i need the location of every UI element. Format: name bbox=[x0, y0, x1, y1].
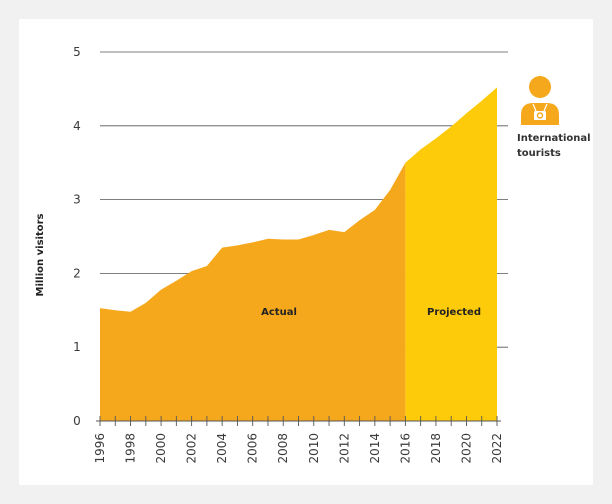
area-chart: 0 1 2 3 4 5 1996 1998 2000 2002 2004 2006 2008 2010 2… bbox=[35, 45, 591, 464]
chart-card: 0 1 2 3 4 5 1996 1998 2000 2002 2004 2006 2008 2010 2… bbox=[19, 19, 593, 485]
x-tick-label: 2012 bbox=[337, 433, 351, 464]
y-tick-label: 0 bbox=[73, 414, 81, 428]
x-tick-label: 2008 bbox=[276, 433, 290, 464]
x-tick-label: 2002 bbox=[185, 433, 199, 464]
legend-label-line-2: tourists bbox=[517, 148, 561, 159]
y-tick-label: 2 bbox=[73, 266, 81, 280]
y-axis-label: Million visitors bbox=[35, 213, 46, 296]
y-tick-label: 3 bbox=[73, 193, 81, 207]
x-tick-label: 2022 bbox=[490, 433, 504, 464]
y-axis: 0 1 2 3 4 5 bbox=[73, 45, 81, 428]
legend: International tourists bbox=[517, 76, 591, 159]
x-tick-labels: 1996 1998 2000 2002 2004 2006 2008 2010 2012 2014… bbox=[93, 433, 504, 464]
legend-label-line-1: International bbox=[517, 133, 591, 144]
x-tick-label: 2016 bbox=[398, 433, 412, 464]
x-tick-label: 2010 bbox=[307, 433, 321, 464]
tourist-with-camera-icon bbox=[521, 76, 559, 125]
x-tick-label: 2020 bbox=[459, 433, 473, 464]
area-label-actual: Actual bbox=[261, 307, 297, 318]
y-tick-label: 5 bbox=[73, 45, 81, 59]
x-tick-label: 2000 bbox=[154, 433, 168, 464]
x-tick-label: 2006 bbox=[246, 433, 260, 464]
x-tick-label: 1996 bbox=[93, 433, 107, 464]
x-axis bbox=[96, 416, 501, 426]
x-tick-label: 2014 bbox=[368, 433, 382, 464]
area-label-projected: Projected bbox=[427, 307, 481, 318]
x-tick-label: 2004 bbox=[215, 433, 229, 464]
x-tick-label: 2018 bbox=[429, 433, 443, 464]
x-tick-label: 1998 bbox=[124, 433, 138, 464]
y-tick-label: 1 bbox=[73, 340, 81, 354]
area-projected bbox=[405, 87, 497, 421]
area-series bbox=[100, 87, 497, 421]
y-tick-label: 4 bbox=[73, 119, 81, 133]
area-actual bbox=[100, 162, 406, 421]
